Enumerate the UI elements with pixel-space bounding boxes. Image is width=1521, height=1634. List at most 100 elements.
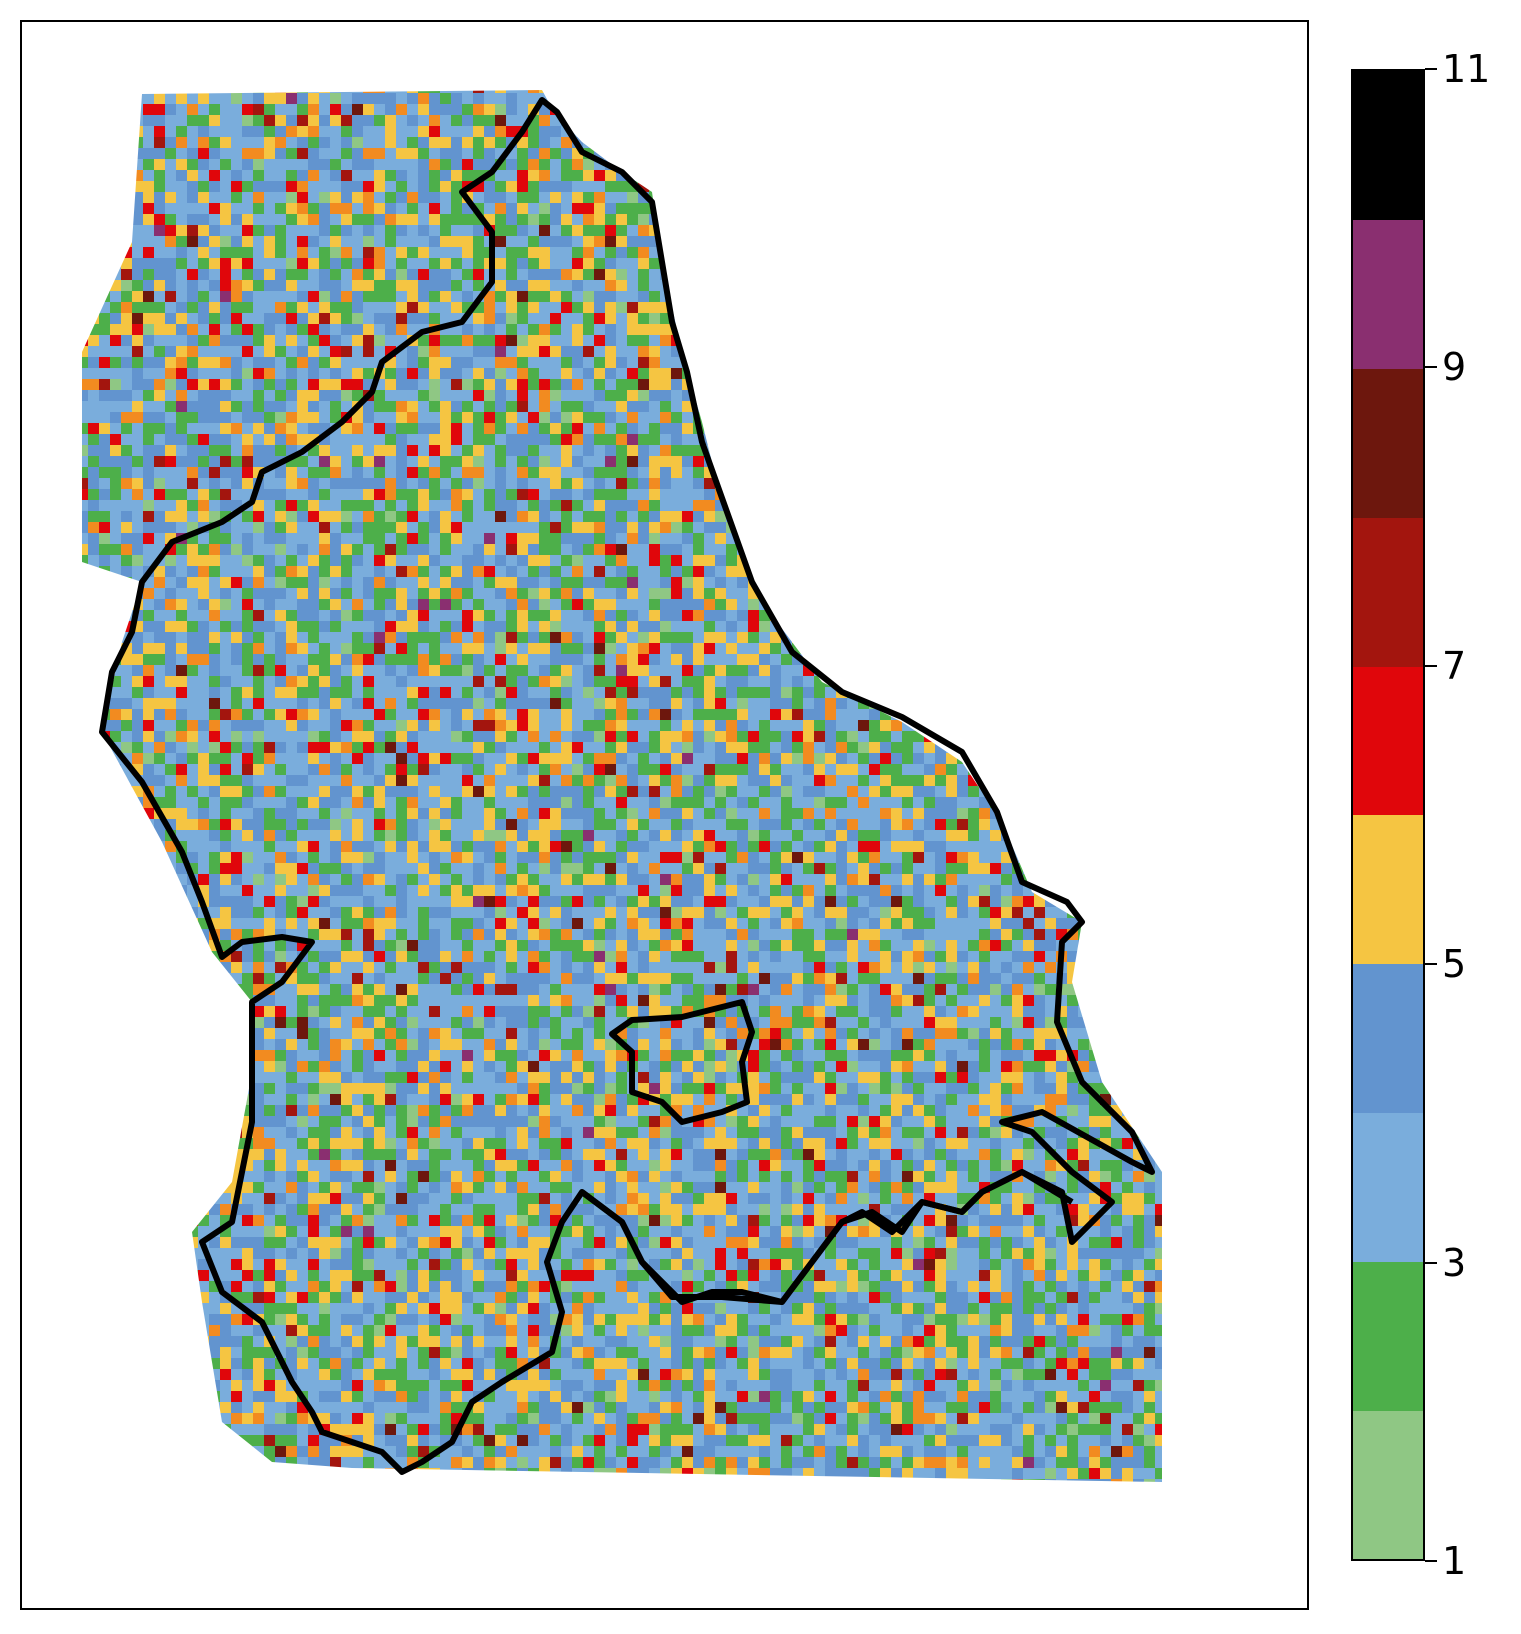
grid-cell	[451, 522, 462, 533]
grid-cell	[814, 412, 825, 423]
grid-cell	[462, 346, 473, 357]
grid-cell	[1111, 291, 1122, 302]
grid-cell	[616, 214, 627, 225]
grid-cell	[1012, 104, 1023, 115]
grid-cell	[484, 214, 495, 225]
grid-cell	[88, 214, 99, 225]
grid-cell	[770, 368, 781, 379]
grid-cell	[737, 467, 748, 478]
grid-cell	[1111, 445, 1122, 456]
grid-cell	[1078, 434, 1089, 445]
grid-cell	[1122, 401, 1133, 412]
grid-cell	[858, 357, 869, 368]
grid-cell	[1089, 324, 1100, 335]
grid-cell	[341, 181, 352, 192]
grid-cell	[82, 280, 88, 291]
grid-cell	[1045, 478, 1056, 489]
grid-cell	[726, 621, 737, 632]
grid-cell	[484, 489, 495, 500]
grid-cell	[1089, 148, 1100, 159]
grid-cell	[803, 357, 814, 368]
grid-cell	[979, 302, 990, 313]
grid-cell	[946, 566, 957, 577]
grid-cell	[792, 137, 803, 148]
grid-cell	[979, 368, 990, 379]
grid-cell	[924, 401, 935, 412]
grid-cell	[82, 148, 88, 159]
grid-cell	[726, 280, 737, 291]
grid-cell	[957, 368, 968, 379]
grid-cell	[704, 324, 715, 335]
grid-cell	[627, 577, 638, 588]
grid-cell	[1045, 599, 1056, 610]
grid-cell	[583, 489, 594, 500]
grid-cell	[1034, 555, 1045, 566]
grid-cell	[1034, 522, 1045, 533]
grid-cell	[770, 467, 781, 478]
grid-cell	[627, 346, 638, 357]
grid-cell	[869, 126, 880, 137]
grid-cell	[1067, 104, 1078, 115]
grid-cell	[385, 434, 396, 445]
grid-cell	[297, 115, 308, 126]
grid-cell	[990, 258, 1001, 269]
grid-cell	[671, 192, 682, 203]
grid-cell	[330, 456, 341, 467]
grid-cell	[704, 511, 715, 522]
grid-cell	[616, 137, 627, 148]
grid-cell	[880, 588, 891, 599]
grid-cell	[308, 236, 319, 247]
grid-cell	[550, 379, 561, 390]
grid-cell	[869, 313, 880, 324]
grid-cell	[110, 302, 121, 313]
grid-cell	[1012, 489, 1023, 500]
grid-cell	[792, 511, 803, 522]
grid-cell	[638, 258, 649, 269]
grid-cell	[220, 93, 231, 104]
grid-cell	[132, 401, 143, 412]
grid-cell	[1034, 170, 1045, 181]
grid-cell	[935, 247, 946, 258]
grid-cell	[1023, 434, 1034, 445]
grid-cell	[407, 269, 418, 280]
grid-cell	[209, 390, 220, 401]
grid-cell	[319, 555, 330, 566]
grid-cell	[682, 115, 693, 126]
grid-cell	[825, 93, 836, 104]
grid-cell	[913, 214, 924, 225]
grid-cell	[330, 90, 341, 93]
grid-cell	[308, 104, 319, 115]
grid-cell	[880, 90, 891, 93]
grid-cell	[198, 445, 209, 456]
grid-cell	[627, 104, 638, 115]
grid-cell	[891, 467, 902, 478]
grid-cell	[407, 192, 418, 203]
grid-cell	[792, 357, 803, 368]
grid-cell	[1078, 621, 1089, 632]
grid-cell	[968, 511, 979, 522]
grid-cell	[627, 599, 638, 610]
grid-cell	[792, 555, 803, 566]
grid-cell	[693, 126, 704, 137]
grid-cell	[429, 401, 440, 412]
grid-cell	[1045, 181, 1056, 192]
grid-cell	[979, 225, 990, 236]
grid-cell	[143, 434, 154, 445]
grid-cell	[396, 379, 407, 390]
grid-cell	[539, 148, 550, 159]
grid-cell	[605, 126, 616, 137]
grid-cell	[759, 313, 770, 324]
grid-cell	[99, 577, 110, 588]
grid-cell	[693, 148, 704, 159]
grid-cell	[979, 137, 990, 148]
grid-cell	[154, 291, 165, 302]
grid-cell	[495, 577, 506, 588]
grid-cell	[847, 599, 858, 610]
grid-cell	[803, 390, 814, 401]
grid-cell	[935, 478, 946, 489]
grid-cell	[154, 456, 165, 467]
grid-cell	[143, 214, 154, 225]
grid-cell	[847, 148, 858, 159]
grid-cell	[1067, 302, 1078, 313]
grid-cell	[110, 555, 121, 566]
